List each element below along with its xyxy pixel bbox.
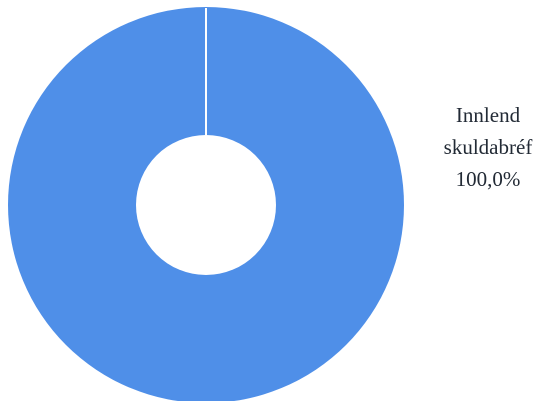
slice-label-innlend-skuldabref: Innlend skuldabréf 100,0% bbox=[444, 103, 533, 191]
donut-hole bbox=[136, 135, 276, 275]
slice-label-line-0: Innlend bbox=[456, 103, 521, 127]
slice-label-line-2: 100,0% bbox=[456, 167, 521, 191]
slice-label-line-1: skuldabréf bbox=[444, 135, 533, 159]
